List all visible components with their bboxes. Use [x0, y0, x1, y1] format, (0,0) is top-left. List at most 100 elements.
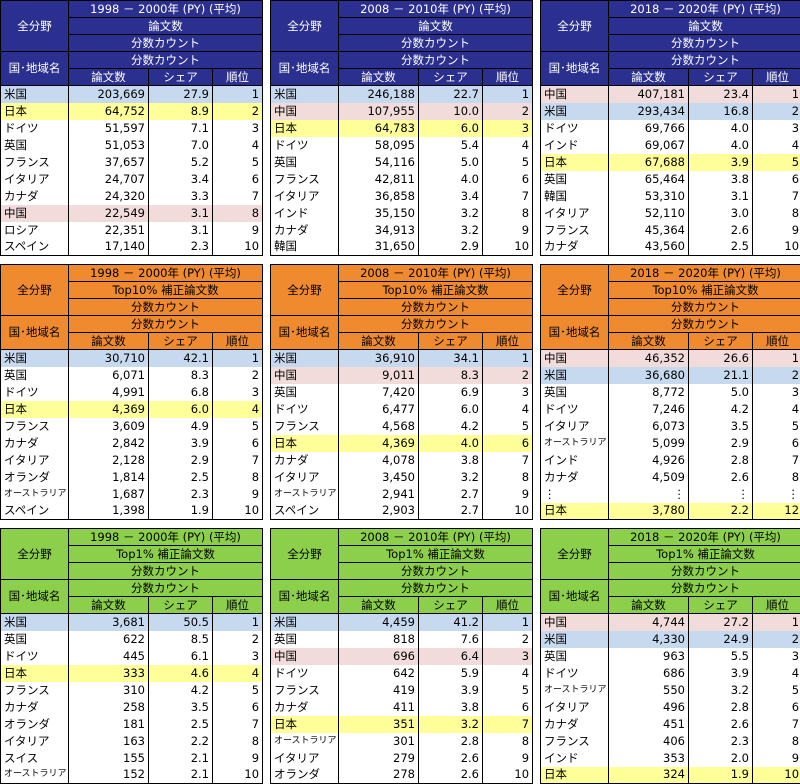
papers-value: 3,450	[339, 469, 419, 486]
share-value: 2.1	[149, 750, 213, 767]
country-name: フランス	[1, 682, 69, 699]
country-name: 日本	[1, 665, 69, 682]
rank-value: 3	[483, 120, 533, 137]
share-value: 2.8	[689, 452, 753, 469]
share-value: 3.1	[689, 188, 753, 205]
country-name: 中国	[1, 205, 69, 222]
papers-value: 64,783	[339, 120, 419, 137]
rank-value: 6	[483, 171, 533, 188]
rank-value: 5	[753, 418, 800, 435]
papers-value: 4,509	[609, 469, 689, 486]
share-value: 3.2	[689, 682, 753, 699]
rank-value: 12	[753, 503, 800, 520]
fractional-count-label: 分数カウント	[69, 580, 263, 597]
country-name: ドイツ	[271, 401, 339, 418]
papers-value: 37,657	[69, 154, 149, 171]
rank-value: 8	[213, 469, 263, 486]
papers-value: 278	[339, 767, 419, 784]
period-label: 2018 － 2020年 (PY) (平均)	[609, 529, 800, 546]
country-name: ロシア	[1, 222, 69, 239]
all-fields-label: 全分野	[541, 265, 609, 316]
rank-value: 10	[483, 503, 533, 520]
papers-value: 152	[69, 767, 149, 784]
papers-value: 622	[69, 631, 149, 648]
papers-value: 36,680	[609, 367, 689, 384]
rank-value: 7	[753, 716, 800, 733]
col-papers-header: 論文数	[339, 69, 419, 86]
share-value: 2.0	[689, 750, 753, 767]
country-name: 英国	[541, 648, 609, 665]
rank-value: 5	[753, 154, 800, 171]
papers-value: 34,913	[339, 222, 419, 239]
rank-value: 1	[213, 350, 263, 367]
rank-value: 2	[483, 631, 533, 648]
rank-value: 4	[753, 401, 800, 418]
rank-value: 4	[213, 137, 263, 154]
rank-value: 2	[753, 103, 800, 120]
metric-label: 論文数	[339, 18, 533, 35]
rank-value: 8	[483, 205, 533, 222]
papers-value: 818	[339, 631, 419, 648]
share-value: 5.0	[689, 384, 753, 401]
papers-value: 54,116	[339, 154, 419, 171]
rank-value: 10	[753, 239, 800, 256]
period-label: 2008 － 2010年 (PY) (平均)	[339, 265, 533, 282]
rank-value: 9	[213, 222, 263, 239]
fractional-count-label: 分数カウント	[609, 316, 800, 333]
country-name: オーストラリア	[1, 486, 69, 503]
papers-value: 279	[339, 750, 419, 767]
share-value: 4.0	[689, 137, 753, 154]
share-value: 2.9	[419, 239, 483, 256]
rank-value: 10	[753, 767, 800, 784]
fractional-count-label: 分数カウント	[69, 52, 263, 69]
papers-value: 3,681	[69, 614, 149, 631]
share-value: 3.1	[149, 222, 213, 239]
share-value: 26.6	[689, 350, 753, 367]
papers-value: 58,095	[339, 137, 419, 154]
papers-value: 6,071	[69, 367, 149, 384]
rank-value: 7	[483, 716, 533, 733]
country-name: 日本	[541, 503, 609, 520]
rank-value: 6	[213, 699, 263, 716]
share-value: 2.2	[149, 733, 213, 750]
share-value: 2.6	[689, 716, 753, 733]
fractional-count-label: 分数カウント	[609, 35, 800, 52]
country-region-header: 国･地域名	[1, 316, 69, 350]
rank-value: 7	[213, 452, 263, 469]
country-name: オランダ	[1, 469, 69, 486]
share-value: 4.0	[419, 171, 483, 188]
fractional-count-label: 分数カウント	[609, 299, 800, 316]
metric-label: Top1% 補正論文数	[609, 546, 800, 563]
share-value: 3.2	[419, 469, 483, 486]
share-value: 2.6	[689, 222, 753, 239]
country-name: ⋮	[541, 486, 609, 503]
country-name: ドイツ	[1, 648, 69, 665]
rank-value: 3	[753, 120, 800, 137]
country-name: カナダ	[541, 239, 609, 256]
country-name: 日本	[1, 401, 69, 418]
country-name: イタリア	[541, 418, 609, 435]
country-name: 日本	[541, 767, 609, 784]
share-value: 4.0	[689, 120, 753, 137]
country-name: 米国	[541, 367, 609, 384]
country-name: 米国	[271, 350, 339, 367]
